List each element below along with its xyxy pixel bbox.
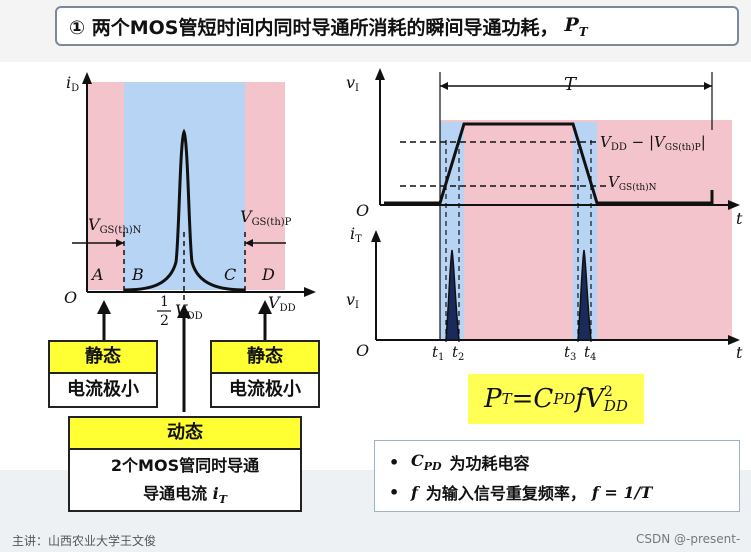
half-denominator: 2 <box>160 313 169 329</box>
half-numerator: 1 <box>160 294 169 310</box>
t-label-bottom: t <box>736 343 743 362</box>
it-spike-1 <box>445 249 460 341</box>
region-c-label: C <box>224 265 236 284</box>
vgsp-arrowhead <box>245 239 253 247</box>
vi-time-arrow <box>728 200 740 210</box>
dynamic-desc-box: 2个MOS管同时导通 导通电流 iT <box>68 448 302 512</box>
region-b-label: B <box>131 265 144 284</box>
note-row-cpd: • CPD 为功耗电容 <box>389 450 530 474</box>
footer-lecturer: 主讲：山西农业大学王文俊 <box>12 534 157 548</box>
vgsp-label: VGS(th)P <box>240 207 292 228</box>
t3-label: t3 <box>564 343 576 363</box>
input-waveform <box>384 122 714 205</box>
notes-box: • CPD 为功耗电容 • f 为输入信号重复频率， f = 1/T <box>374 440 740 512</box>
left-ylabel: iD <box>66 73 79 94</box>
left-y-arrow <box>82 72 92 84</box>
left-diagram: iD O A B C D VGS(th)N VGS(th)P 1 2 VDD V… <box>64 72 316 412</box>
region-d-label: D <box>261 265 275 284</box>
vgsn-label: VGS(th)N <box>88 215 142 236</box>
static-right-title-box: 静态 <box>210 340 320 374</box>
right-origin-bottom: O <box>356 341 369 360</box>
static-right-desc: 电流极小 <box>229 379 301 400</box>
period-label: T <box>564 74 578 95</box>
static-left-title: 静态 <box>85 346 121 367</box>
note-row-f: • f 为输入信号重复频率， f = 1/T <box>389 482 653 504</box>
vi-label-bottom: vI <box>346 290 359 311</box>
dynamic-title-box: 动态 <box>68 416 302 450</box>
slide-title: ① 两个MOS管短时间内同时导通所消耗的瞬间导通功耗， PT <box>55 6 739 46</box>
title-symbol: PT <box>564 13 588 39</box>
region-a-band <box>87 82 124 290</box>
static-left-title-box: 静态 <box>48 340 158 374</box>
half-vdd-label: VDD <box>175 301 203 322</box>
it-spike-2 <box>577 249 592 341</box>
vgsn-right-label: VGS(th)N <box>608 173 657 193</box>
vdd-label: VDD <box>268 293 296 314</box>
vdd-minus-label: VDD − |VGS(th)P| <box>600 133 706 153</box>
vi-label: vI <box>346 73 359 94</box>
region-d-band <box>245 82 285 290</box>
t1-label: t1 <box>432 343 444 363</box>
pointer-a-head <box>97 300 111 314</box>
dynamic-title: 动态 <box>167 422 203 443</box>
t4-label: t4 <box>584 343 596 363</box>
it-time-arrow <box>728 335 740 345</box>
vgsn-arrowhead <box>116 239 124 247</box>
it-axis-arrow <box>371 230 381 242</box>
static-left-desc-box: 电流极小 <box>48 372 158 408</box>
period-arrow-left <box>440 82 448 90</box>
it-label: iT <box>350 224 362 245</box>
pointer-d-head <box>258 300 272 314</box>
region-bc-band <box>124 82 245 290</box>
right-origin-top: O <box>356 201 369 220</box>
dynamic-line-2: 导通电流 iT <box>143 484 227 507</box>
period-arrow-right <box>704 82 712 90</box>
left-origin: O <box>64 288 77 307</box>
static-right-title: 静态 <box>247 346 283 367</box>
static-right-desc-box: 电流极小 <box>210 372 320 408</box>
t-label-top: t <box>736 209 743 228</box>
footer-watermark: CSDN @-present- <box>636 532 741 546</box>
left-x-arrow <box>304 287 316 297</box>
title-text: ① 两个MOS管短时间内同时导通所消耗的瞬间导通功耗， <box>69 16 559 39</box>
vi-axis-arrow <box>375 68 385 80</box>
right-diagram: T vI O t iT vI O t VDD − |VGS(th)P| VGS(… <box>346 68 743 363</box>
pointer-mid-head <box>177 304 191 318</box>
dynamic-line-1: 2个MOS管同时导通 <box>110 456 260 475</box>
static-left-desc: 电流极小 <box>67 379 139 400</box>
t2-label: t2 <box>452 343 464 363</box>
current-spike-curve <box>123 128 246 292</box>
region-a-label: A <box>90 265 104 284</box>
